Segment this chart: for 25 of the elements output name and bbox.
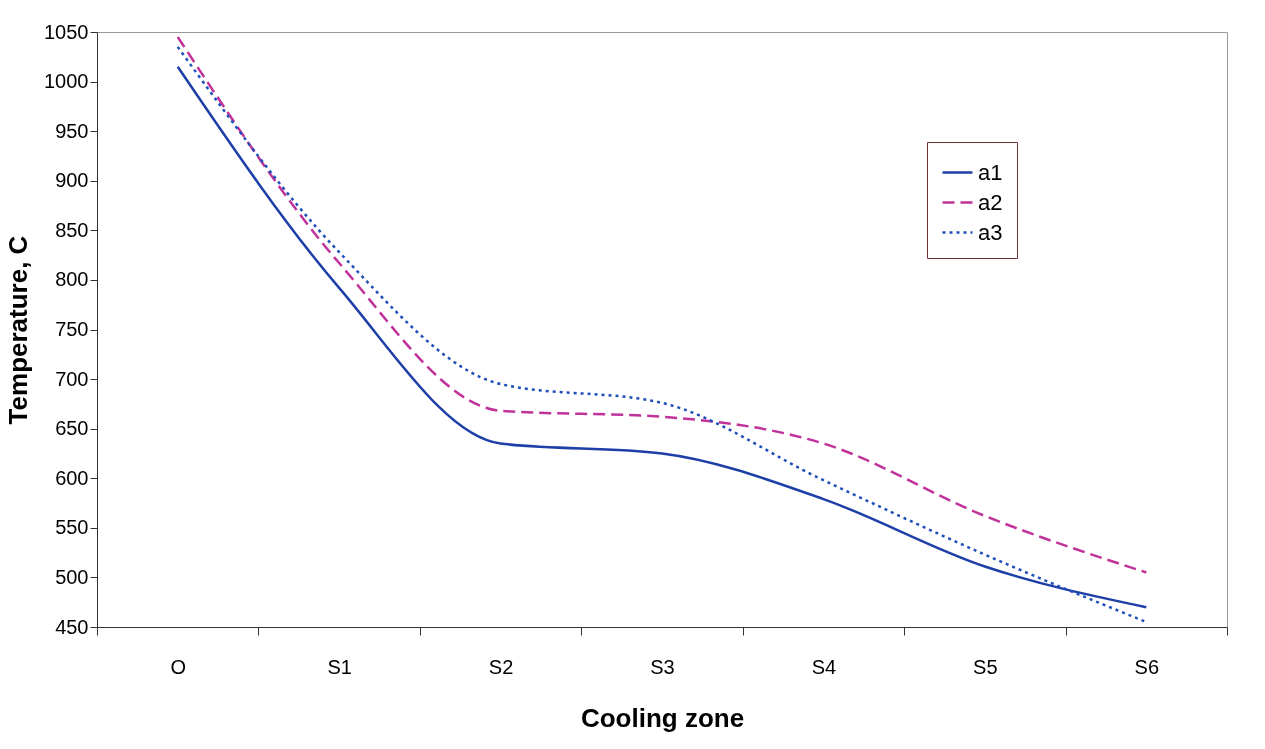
y-tick-label: 900 bbox=[55, 169, 89, 192]
x-tick-label: S6 bbox=[1134, 655, 1160, 678]
legend-label: a3 bbox=[978, 219, 1003, 245]
y-tick-label: 750 bbox=[55, 318, 89, 340]
x-tick-label: O bbox=[170, 655, 186, 678]
x-tick-label: S4 bbox=[811, 655, 837, 678]
y-tick-label: 950 bbox=[55, 119, 89, 142]
y-tick-label: 600 bbox=[55, 466, 89, 489]
y-tick-label: 650 bbox=[55, 417, 89, 440]
y-tick-label: 850 bbox=[55, 218, 89, 241]
y-tick-label: 1000 bbox=[44, 70, 89, 93]
y-axis-title: Temperature, C bbox=[3, 235, 34, 425]
x-tick-label: S2 bbox=[488, 655, 514, 678]
x-axis-title: Cooling zone bbox=[580, 702, 745, 733]
x-tick-label: S5 bbox=[973, 655, 998, 678]
x-tick-label: S1 bbox=[327, 655, 352, 678]
x-tick-label: S3 bbox=[650, 655, 675, 678]
y-tick-label: 800 bbox=[55, 268, 89, 291]
y-tick-label: 550 bbox=[55, 516, 89, 539]
y-tick-label: 700 bbox=[55, 367, 89, 390]
y-tick-label: 500 bbox=[55, 565, 89, 588]
legend-label: a2 bbox=[978, 189, 1003, 215]
y-tick-label: 1050 bbox=[44, 20, 89, 43]
legend-label: a1 bbox=[978, 159, 1003, 185]
y-tick-label: 450 bbox=[55, 615, 89, 638]
